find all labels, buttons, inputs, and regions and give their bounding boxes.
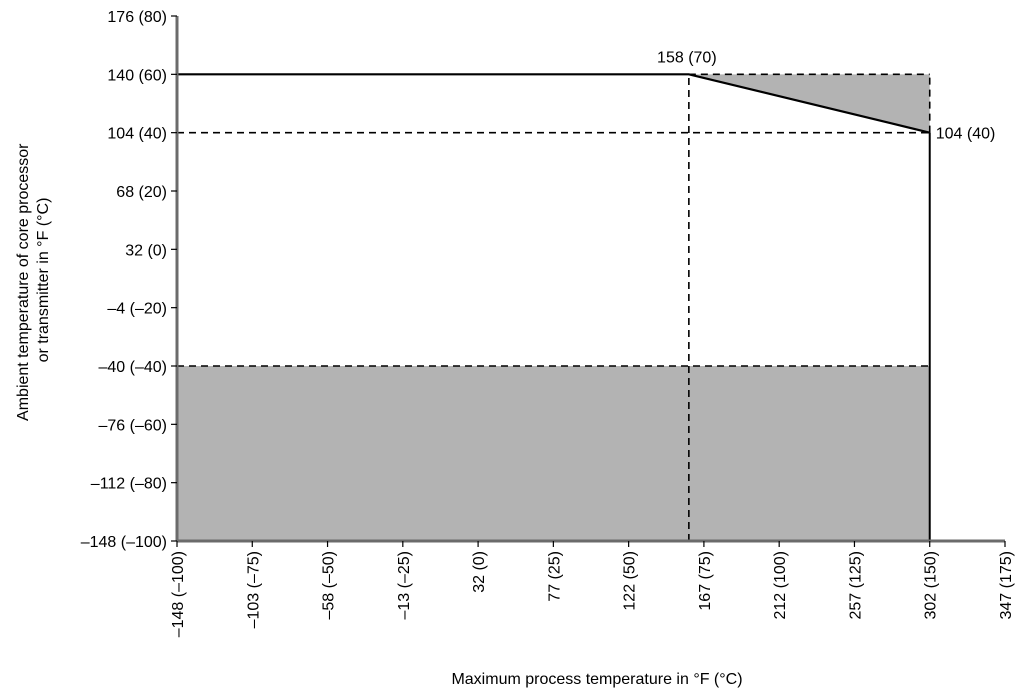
y-tick-label: 140 (60) [107,67,167,84]
x-tick-label: –148 (–100) [170,551,187,637]
x-tick-label: 122 (50) [622,551,639,611]
x-tick-label: 167 (75) [697,551,714,611]
annotation-label: 104 (40) [936,126,996,143]
y-tick-label: –4 (–20) [107,301,167,318]
boundary-line [177,73,930,134]
x-axis-ticks: –148 (–100) –103 (–75) –58 (–50) –13 (–25) 3… [170,541,1015,637]
y-tick-label: –148 (–100) [81,534,167,551]
y-axis-title-line-2: or transmitter in °F (°C) [35,198,52,363]
shaded-regions [177,74,930,541]
x-tick-label: 347 (175) [998,551,1015,620]
annotation-label: 158 (70) [657,49,717,66]
x-tick-label: 212 (100) [772,551,789,620]
y-tick-label: –40 (–40) [99,359,168,376]
annotations: 158 (70) 104 (40) [657,49,995,142]
y-tick-label: –112 (–80) [91,476,167,493]
x-tick-label: 302 (150) [923,551,940,620]
dashed-guide-lines [177,73,931,541]
y-axis-title: Ambient temperature of core processor or… [15,139,52,421]
y-tick-label: 176 (80) [107,9,167,26]
y-tick-label: 68 (20) [116,184,167,201]
y-tick-label: 104 (40) [107,126,167,143]
x-tick-label: 77 (25) [546,551,563,602]
x-tick-label: –13 (–25) [396,551,413,620]
y-axis-title-line-1: Ambient temperature of core processor [15,143,32,421]
y-axis-ticks: –148 (–100) –112 (–80) –76 (–60) –40 (–40) –… [81,9,177,551]
x-axis-title: Maximum process temperature in °F (°C) [451,671,742,688]
axes [175,16,1005,543]
x-tick-label: –103 (–75) [245,551,262,628]
x-tick-label: 257 (125) [847,551,864,620]
y-tick-label: 32 (0) [125,242,167,259]
x-tick-label: –58 (–50) [321,551,338,620]
y-tick-label: –76 (–60) [99,417,168,434]
x-tick-label: 32 (0) [471,551,488,593]
shaded-region-1 [177,366,930,541]
